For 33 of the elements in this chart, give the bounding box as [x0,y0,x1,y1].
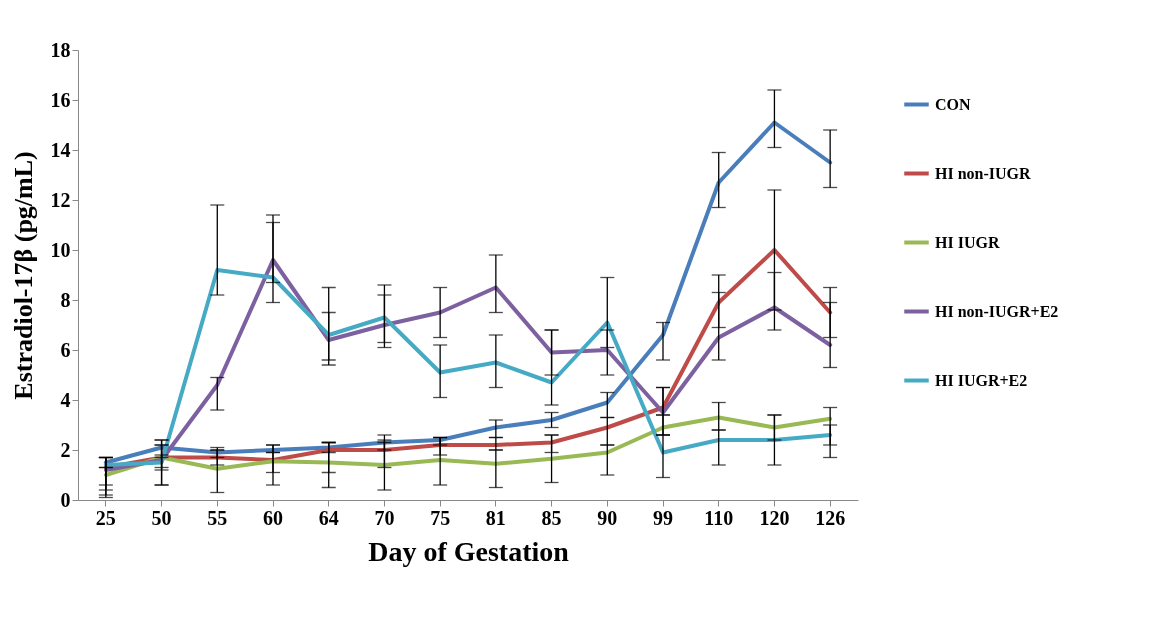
x-axis-title: Day of Gestation [368,535,570,567]
y-tick-label: 16 [50,88,71,111]
legend-label: HI non-IUGR [935,164,1032,182]
x-tick-label: 85 [541,506,562,529]
legend-label: HI non-IUGR+E2 [935,302,1059,320]
x-tick-label: 90 [597,506,618,529]
x-tick-label: 126 [815,506,846,529]
x-tick-label: 120 [759,506,790,529]
y-tick-label: 0 [60,488,71,511]
x-tick-label: 50 [151,506,172,529]
legend-label: HI IUGR [935,233,1000,251]
legend-label: HI IUGR+E2 [935,371,1028,389]
line-series [103,415,833,477]
x-tick-label: 70 [374,506,395,529]
x-tick-label: 64 [318,506,339,529]
x-tick-label: 55 [207,506,228,529]
y-tick-label: 10 [50,238,71,261]
line-series [103,120,833,465]
y-tick-label: 4 [60,388,71,411]
x-tick-label: 81 [485,506,506,529]
x-tick-label: 99 [653,506,673,529]
x-tick-label: 60 [263,506,283,529]
y-axis-title: Estradiol-17β (pg/mL) [8,151,38,400]
y-tick-label: 14 [50,138,71,161]
x-tick-label: 75 [430,506,451,529]
y-tick-label: 6 [60,338,71,361]
legend-label: CON [935,95,971,113]
y-tick-label: 18 [50,38,71,61]
x-tick-label: 25 [95,506,116,529]
y-tick-label: 8 [60,288,71,311]
x-tick-label: 110 [704,506,734,529]
y-tick-label: 12 [50,188,71,211]
y-tick-label: 2 [60,438,71,461]
